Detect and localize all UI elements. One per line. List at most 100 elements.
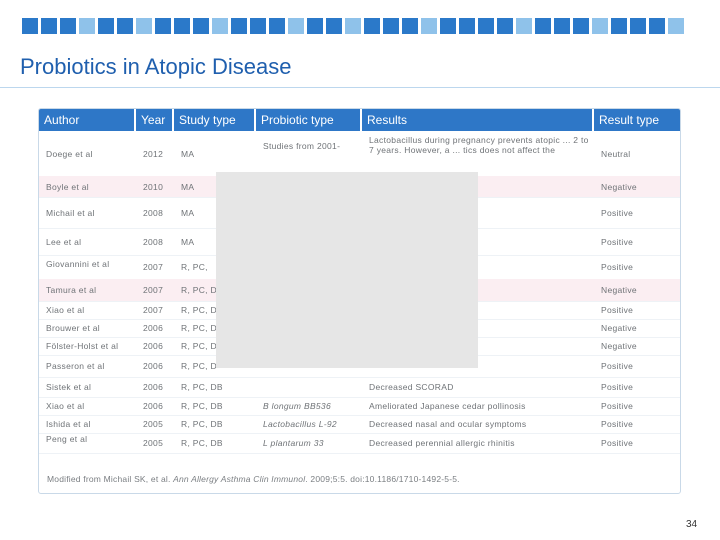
cell-year: 2007 <box>143 285 164 295</box>
cell-result-type: Positive <box>601 419 634 429</box>
cell-result-type: Positive <box>601 262 634 272</box>
cell-probiotic-type: Studies from 2001- <box>263 141 341 151</box>
cell-year: 2006 <box>143 382 164 392</box>
studies-table: Author Year Study type Probiotic type Re… <box>38 108 681 494</box>
bar-square <box>22 18 38 34</box>
bar-square <box>288 18 304 34</box>
bar-square <box>630 18 646 34</box>
cell-study-type: R, PC, D <box>181 323 217 333</box>
cell-study-type: R, PC, DB <box>181 401 223 411</box>
page-number: 34 <box>686 519 698 530</box>
cell-author: Xiao et al <box>46 305 85 315</box>
bar-square <box>421 18 437 34</box>
header-probiotic-type: Probiotic type <box>256 109 362 131</box>
bar-square <box>98 18 114 34</box>
cell-results: Decreased SCORAD <box>369 382 454 392</box>
bar-square <box>345 18 361 34</box>
bar-square <box>79 18 95 34</box>
bar-square <box>364 18 380 34</box>
cell-results: Decreased perennial allergic rhinitis <box>369 438 515 448</box>
cell-probiotic-type: L plantarum 33 <box>263 438 324 448</box>
bar-square <box>231 18 247 34</box>
bar-square <box>193 18 209 34</box>
citation-suffix: . 2009;5:5. doi:10.1186/1710-1492-5-5. <box>305 474 460 484</box>
cell-author: Doege et al <box>46 148 93 159</box>
cell-result-type: Negative <box>601 323 637 333</box>
table-row: Xiao et al 2006 R, PC, DB B longum BB536… <box>39 397 680 416</box>
cell-year: 2006 <box>143 341 164 351</box>
cell-author: Giovannini et al <box>46 259 110 269</box>
bar-square <box>478 18 494 34</box>
cell-year: 2006 <box>143 361 164 371</box>
bar-square <box>611 18 627 34</box>
bar-square <box>554 18 570 34</box>
cell-author: Tamura et al <box>46 285 97 295</box>
cell-result-type: Negative <box>601 341 637 351</box>
cell-author: Peng et al <box>46 434 88 444</box>
cell-year: 2005 <box>143 419 164 429</box>
cell-year: 2008 <box>143 207 164 218</box>
citation-journal: Ann Allergy Asthma Clin Immunol <box>173 474 306 484</box>
table-row: Passeron et al 2006 R, PC, D Positive <box>39 355 680 378</box>
bar-square <box>668 18 684 34</box>
cell-result-type: Negative <box>601 181 637 192</box>
bar-square <box>250 18 266 34</box>
cell-results: Decreased nasal and ocular symptoms <box>369 419 527 429</box>
bar-square <box>174 18 190 34</box>
bar-square <box>155 18 171 34</box>
cell-author: Passeron et al <box>46 361 105 371</box>
cell-study-type: R, PC, D <box>181 285 217 295</box>
bar-square <box>326 18 342 34</box>
cell-result-type: Neutral <box>601 148 631 159</box>
cell-author: Brouwer et al <box>46 323 100 333</box>
bar-square <box>459 18 475 34</box>
header-study-type: Study type <box>174 109 256 131</box>
bar-square <box>649 18 665 34</box>
table-row: Ishida et al 2005 R, PC, DB Lactobacillu… <box>39 415 680 434</box>
bar-square <box>402 18 418 34</box>
cell-study-type: MA <box>181 207 195 218</box>
obscuring-gray-box <box>216 172 478 368</box>
bar-square <box>497 18 513 34</box>
cell-probiotic-type: B longum BB536 <box>263 401 331 411</box>
cell-result-type: Positive <box>601 438 634 448</box>
cell-author: Boyle et al <box>46 181 89 192</box>
bar-square <box>136 18 152 34</box>
table-header-row: Author Year Study type Probiotic type Re… <box>39 109 680 131</box>
cell-author: Sistek et al <box>46 382 92 392</box>
cell-result-type: Positive <box>601 382 634 392</box>
bar-square <box>535 18 551 34</box>
bar-square <box>573 18 589 34</box>
cell-study-type: R, PC, D <box>181 305 217 315</box>
cell-year: 2008 <box>143 236 164 247</box>
citation-footnote: Modified from Michail SK, et al. Ann All… <box>47 474 460 484</box>
cell-study-type: R, PC, D <box>181 361 217 371</box>
bar-square <box>592 18 608 34</box>
table-row: Sistek et al 2006 R, PC, DB Decreased SC… <box>39 377 680 398</box>
cell-study-type: MA <box>181 236 195 247</box>
cell-author: Michail et al <box>46 207 95 218</box>
cell-result-type: Negative <box>601 285 637 295</box>
bar-square <box>60 18 76 34</box>
header-results: Results <box>362 109 594 131</box>
bar-square <box>383 18 399 34</box>
bar-square <box>41 18 57 34</box>
citation-prefix: Modified from Michail SK, et al. <box>47 474 174 484</box>
cell-author: Xiao et al <box>46 401 85 411</box>
header-result-type: Result type <box>599 113 660 127</box>
cell-probiotic-type <box>256 377 362 397</box>
cell-year: 2010 <box>143 181 164 192</box>
cell-study-type: MA <box>181 148 195 159</box>
cell-result-type: Positive <box>601 401 634 411</box>
header-author: Author <box>39 109 136 131</box>
cell-results: Lactobacillus during pregnancy prevents … <box>369 135 589 155</box>
cell-author: Lee et al <box>46 236 82 247</box>
cell-year: 2006 <box>143 323 164 333</box>
cell-year: 2007 <box>143 305 164 315</box>
bar-square <box>516 18 532 34</box>
slide-title: Probiotics in Atopic Disease <box>20 54 292 79</box>
cell-result-type: Positive <box>601 305 634 315</box>
title-divider <box>0 87 720 88</box>
cell-study-type: R, PC, DB <box>181 438 223 448</box>
cell-author: Ishida et al <box>46 419 91 429</box>
